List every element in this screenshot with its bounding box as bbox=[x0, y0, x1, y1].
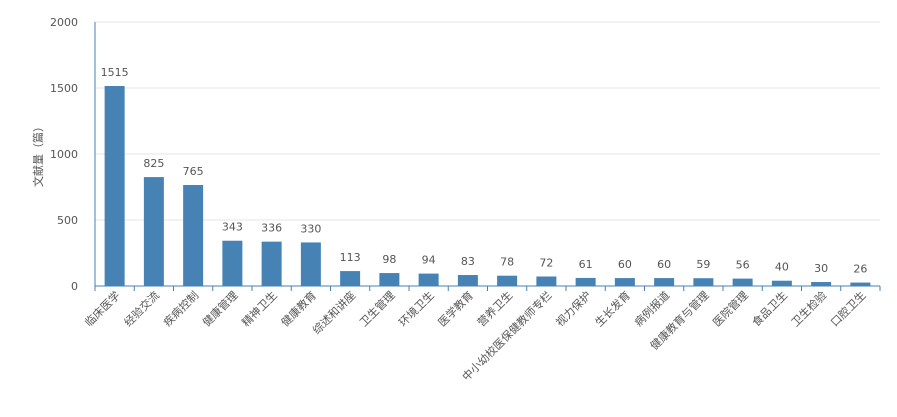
bar-精神卫生[interactable] bbox=[261, 241, 282, 286]
data-label-中小幼校医保健教师专栏: 72 bbox=[539, 256, 553, 269]
data-label-综述和讲座: 113 bbox=[340, 251, 361, 264]
bar-疾病控制[interactable] bbox=[183, 185, 204, 286]
y-axis-label: 文献量（篇） bbox=[31, 121, 45, 187]
bar-中小幼校医保健教师专栏[interactable] bbox=[536, 276, 557, 286]
bar-健康教育[interactable] bbox=[300, 242, 321, 286]
x-tick-label-生长发育: 生长发育 bbox=[592, 288, 633, 329]
bar-经验交流[interactable] bbox=[143, 177, 164, 286]
data-label-医学教育: 83 bbox=[461, 255, 475, 268]
data-label-营养卫生: 78 bbox=[500, 256, 514, 269]
axes bbox=[94, 22, 881, 291]
bar-营养卫生[interactable] bbox=[497, 275, 518, 286]
x-tick-label-健康教育: 健康教育 bbox=[278, 288, 319, 329]
x-tick-label-营养卫生: 营养卫生 bbox=[474, 288, 515, 329]
x-tick-label-卫生管理: 卫生管理 bbox=[356, 288, 397, 329]
y-tick-labels: 0 500 1000 1500 2000 bbox=[50, 16, 78, 293]
bar-医学教育[interactable] bbox=[457, 275, 478, 286]
data-label-环境卫生: 94 bbox=[422, 254, 436, 267]
x-tick-label-综述和讲座: 综述和讲座 bbox=[309, 288, 358, 337]
bar-卫生检验[interactable] bbox=[811, 282, 832, 286]
bar-环境卫生[interactable] bbox=[418, 273, 439, 286]
bar-健康教育与管理[interactable] bbox=[693, 278, 714, 286]
x-tick-label-疾病控制: 疾病控制 bbox=[160, 288, 201, 329]
x-tick-label-医院管理: 医院管理 bbox=[710, 288, 751, 329]
data-label-食品卫生: 40 bbox=[775, 261, 789, 274]
data-label-口腔卫生: 26 bbox=[853, 263, 867, 276]
data-label-临床医学: 1515 bbox=[101, 66, 129, 79]
bar-口腔卫生[interactable] bbox=[850, 282, 871, 286]
bar-综述和讲座[interactable] bbox=[340, 271, 361, 286]
x-tick-label-环境卫生: 环境卫生 bbox=[396, 288, 437, 329]
x-tick-label-口腔卫生: 口腔卫生 bbox=[827, 288, 868, 329]
x-tick-label-食品卫生: 食品卫生 bbox=[749, 288, 790, 329]
bar-医院管理[interactable] bbox=[732, 278, 753, 286]
data-label-健康管理: 343 bbox=[222, 221, 243, 234]
x-tick-label-经验交流: 经验交流 bbox=[121, 288, 162, 329]
bars bbox=[104, 86, 871, 287]
x-tick-label-视力保护: 视力保护 bbox=[553, 288, 594, 329]
x-tick-label-医学教育: 医学教育 bbox=[435, 288, 476, 329]
bar-生长发育[interactable] bbox=[614, 278, 635, 286]
data-label-病例报道: 60 bbox=[657, 258, 671, 271]
bar-卫生管理[interactable] bbox=[379, 273, 400, 286]
y-tick-label: 0 bbox=[71, 280, 78, 293]
y-tick-label: 2000 bbox=[50, 16, 78, 29]
x-tick-label-精神卫生: 精神卫生 bbox=[239, 288, 280, 329]
y-tick-label: 500 bbox=[57, 214, 78, 227]
data-label-视力保护: 61 bbox=[579, 258, 593, 271]
y-tick-label: 1000 bbox=[50, 148, 78, 161]
data-label-医院管理: 56 bbox=[736, 259, 750, 272]
data-label-卫生检验: 30 bbox=[814, 262, 828, 275]
bar-临床医学[interactable] bbox=[104, 86, 125, 287]
data-label-精神卫生: 336 bbox=[261, 222, 282, 235]
x-tick-label-病例报道: 病例报道 bbox=[631, 288, 672, 329]
bar-健康管理[interactable] bbox=[222, 240, 243, 286]
grid-lines bbox=[95, 21, 880, 221]
x-tick-label-卫生检验: 卫生检验 bbox=[788, 288, 829, 329]
x-tick-labels: 临床医学经验交流疾病控制健康管理精神卫生健康教育综述和讲座卫生管理环境卫生医学教… bbox=[82, 288, 869, 383]
data-label-经验交流: 825 bbox=[143, 157, 164, 170]
bar-病例报道[interactable] bbox=[654, 278, 675, 286]
bar-视力保护[interactable] bbox=[575, 277, 596, 286]
x-tick-label-临床医学: 临床医学 bbox=[82, 288, 123, 329]
data-label-生长发育: 60 bbox=[618, 258, 632, 271]
data-label-健康教育与管理: 59 bbox=[696, 258, 710, 271]
data-label-疾病控制: 765 bbox=[183, 165, 204, 178]
data-label-健康教育: 330 bbox=[300, 222, 321, 235]
data-label-卫生管理: 98 bbox=[382, 253, 396, 266]
bar-食品卫生[interactable] bbox=[771, 280, 792, 286]
y-tick-label: 1500 bbox=[50, 82, 78, 95]
x-tick-label-健康管理: 健康管理 bbox=[199, 288, 240, 329]
data-labels: 1515 825 765 343 336 330 113 98 94 83 78 72 61 60 60 59… bbox=[101, 66, 868, 276]
